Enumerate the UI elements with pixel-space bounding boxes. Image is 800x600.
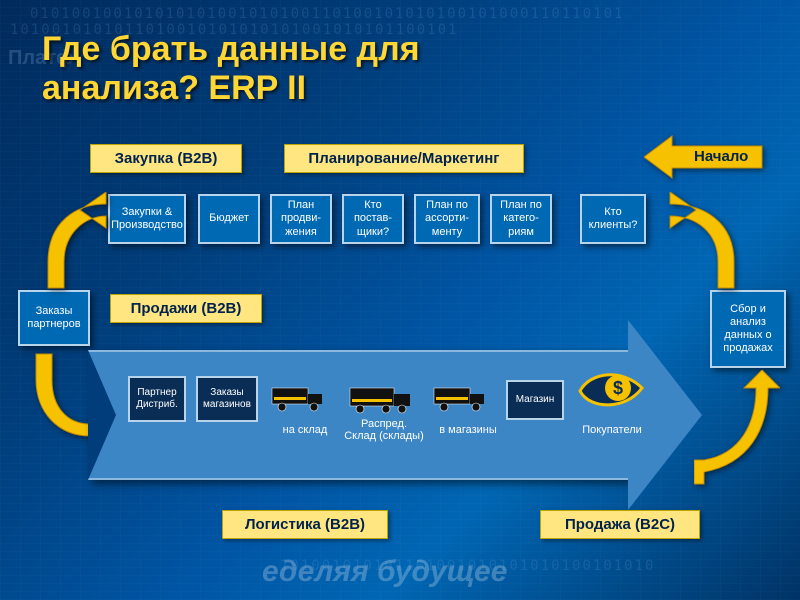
label-raspred: Распред. Склад (склады) <box>344 418 424 442</box>
truck-icon-3 <box>432 380 492 414</box>
svg-text:$: $ <box>613 378 623 398</box>
label-prodazha-b2c: Продажа (B2C) <box>540 510 700 539</box>
slide-title-text: Где брать данные для анализа? ERP II <box>42 30 420 107</box>
arrow-right-down <box>656 192 742 292</box>
arrow-big-to-right <box>694 370 780 490</box>
label-v-magaziny: в магазины <box>428 424 508 436</box>
slide-title: Где брать данные для анализа? ERP II <box>42 30 420 108</box>
big-arrow-tail <box>88 350 116 480</box>
box-zakazy-magazinov: Заказы магазинов <box>196 376 258 422</box>
arrow-left-down <box>40 192 120 292</box>
label-pokupateli: Покупатели <box>572 424 652 436</box>
box-plan-prodvizheniya: План продви-жения <box>270 194 332 244</box>
label-na-sklad: на склад <box>270 424 340 436</box>
label-prodazhi-b2b: Продажи (B2B) <box>110 294 262 323</box>
label-nachalo: Начало <box>694 148 748 165</box>
truck-icon-2 <box>346 382 418 416</box>
box-magazin: Магазин <box>506 380 564 420</box>
box-plan-assortiment: План по ассорти-менту <box>414 194 480 244</box>
box-zakazy-partnerov: Заказы партнеров <box>18 290 90 346</box>
box-kto-klienty: Кто клиенты? <box>580 194 646 244</box>
label-zakupka: Закупка (B2B) <box>90 144 242 173</box>
label-planirovanie: Планирование/Маркетинг <box>284 144 524 173</box>
box-partner: Партнер Дистриб. <box>128 376 186 422</box>
eye-dollar-icon: $ <box>576 366 648 416</box>
box-plan-kategorii: План по катего-риям <box>490 194 552 244</box>
box-sbor-analiz: Сбор и анализ данных о продажах <box>710 290 786 368</box>
label-logistika: Логистика (B2B) <box>222 510 388 539</box>
box-kto-postavshiki: Кто постав-щики? <box>342 194 404 244</box>
truck-icon-1 <box>270 380 330 414</box>
box-budget: Бюджет <box>198 194 260 244</box>
